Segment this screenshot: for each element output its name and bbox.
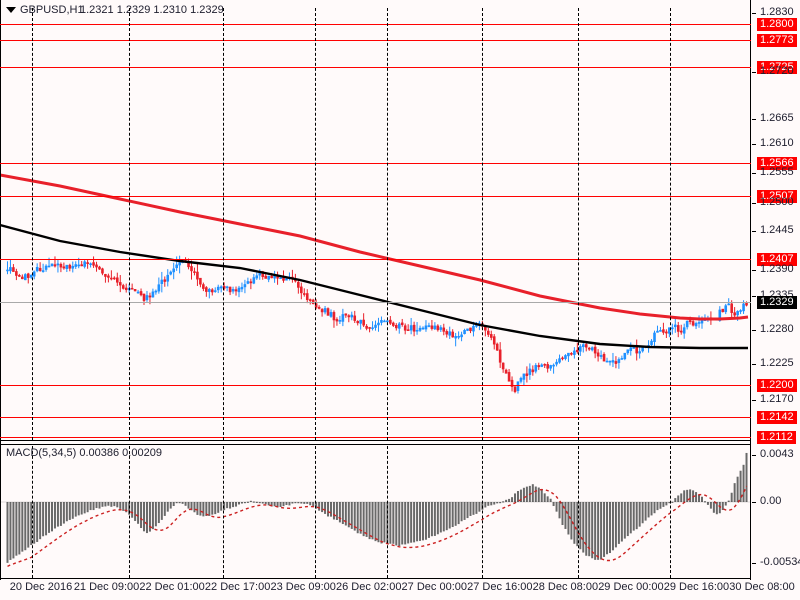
macd-signal-line <box>7 485 748 568</box>
price-tick <box>752 400 756 401</box>
price-tick <box>752 203 756 204</box>
gridline-vertical <box>32 446 33 578</box>
gridline-vertical <box>315 8 316 440</box>
level-line <box>0 163 751 164</box>
level-line <box>0 385 751 386</box>
level-price-label: 1.2566 <box>757 157 797 170</box>
gridline-vertical <box>670 8 671 440</box>
time-axis-tick-label: 23 Dec 09:00 <box>270 581 336 593</box>
time-axis-border <box>0 578 751 579</box>
macd-axis-tick-label: 0.00 <box>760 495 782 507</box>
price-tick <box>752 364 756 365</box>
macd-tick <box>752 502 756 503</box>
macd-histogram <box>6 452 748 563</box>
price-axis-tick-label: 1.2445 <box>760 224 794 236</box>
gridline-vertical <box>578 446 579 578</box>
gridline-vertical <box>578 8 579 440</box>
level-price-label: 1.2773 <box>757 34 797 47</box>
ma-slow-line <box>0 223 748 350</box>
level-price-label: 1.2725 <box>757 61 797 74</box>
price-axis-tick-label: 1.2830 <box>760 6 794 18</box>
level-line <box>0 67 751 68</box>
time-axis-tick-label: 21 Dec 09:00 <box>73 581 140 593</box>
ma-fast-line <box>0 173 749 321</box>
macd-axis-tick-label: -0.00534 <box>760 556 800 568</box>
level-line <box>0 437 751 438</box>
gridline-vertical <box>482 8 483 440</box>
price-axis-tick-label: 1.2555 <box>760 166 794 178</box>
time-axis-tick-label: 30 Dec 08:00 <box>729 581 795 593</box>
price-axis-tick-label: 1.2335 <box>760 289 794 301</box>
time-axis-tick-label: 27 Dec 16:00 <box>467 581 533 593</box>
price-axis-border <box>750 0 751 580</box>
gridline-vertical <box>223 446 224 578</box>
price-tick <box>752 231 756 232</box>
price-axis-tick-label: 1.2390 <box>760 263 794 275</box>
level-line <box>0 196 751 197</box>
gridline-vertical <box>670 446 671 578</box>
price-tick <box>752 119 756 120</box>
level-price-label: 1.2407 <box>757 253 797 266</box>
price-axis-tick-label: 1.2500 <box>760 196 794 208</box>
price-axis-tick-label: 1.2280 <box>760 323 794 335</box>
ohlc-values: 1.2321 1.2329 1.2310 1.2329 <box>80 4 224 16</box>
time-axis-tick-label: 28 Dec 08:00 <box>532 581 599 593</box>
time-axis-tick-label: 27 Dec 00:00 <box>401 581 467 593</box>
price-tick <box>752 270 756 271</box>
price-tick <box>752 13 756 14</box>
macd-tick <box>752 563 756 564</box>
gridline-vertical <box>482 446 483 578</box>
level-price-label: 1.2800 <box>757 18 797 31</box>
macd-indicator-label: MACD(5,34,5) 0.00386 0.00209 <box>6 447 162 459</box>
pane-separator-bottom <box>0 444 751 445</box>
price-tick <box>752 144 756 145</box>
time-axis-tick-label: 29 Dec 00:00 <box>598 581 664 593</box>
pane-separator-top <box>0 440 751 441</box>
current-price-line <box>0 302 751 303</box>
price-tick <box>752 330 756 331</box>
symbol-timeframe-label: GBPUSD,H1 <box>20 4 84 16</box>
price-axis-tick-label: 1.2170 <box>760 393 794 405</box>
time-axis-tick-label: 22 Dec 17:00 <box>204 581 271 593</box>
gridline-vertical <box>315 446 316 578</box>
macd-tick <box>752 455 756 456</box>
level-line <box>0 259 751 260</box>
price-axis-tick-label: 1.2225 <box>760 357 794 369</box>
level-line <box>0 40 751 41</box>
level-price-label: 1.2200 <box>757 379 797 392</box>
time-axis-tick-label: 26 Dec 02:00 <box>336 581 402 593</box>
macd-axis-tick-label: 0.0043 <box>760 448 794 460</box>
price-tick <box>752 296 756 297</box>
left-border <box>0 0 1 580</box>
triangle-down-icon[interactable] <box>6 7 16 13</box>
price-tick <box>752 72 756 73</box>
price-axis-tick-label: 1.2720 <box>760 65 794 77</box>
time-axis-tick-label: 22 Dec 01:00 <box>139 581 205 593</box>
price-axis-tick-label: 1.2665 <box>760 112 794 124</box>
price-tick <box>752 173 756 174</box>
level-line <box>0 24 751 25</box>
gridline-vertical <box>387 8 388 440</box>
level-price-label: 1.2142 <box>757 411 797 424</box>
time-axis-tick-label: 20 Dec 2016 <box>9 581 73 593</box>
gridline-vertical <box>32 8 33 440</box>
gridline-vertical <box>129 446 130 578</box>
time-axis-tick-label: 29 Dec 16:00 <box>663 581 730 593</box>
gridline-vertical <box>223 8 224 440</box>
level-price-label: 1.2112 <box>757 431 796 444</box>
level-price-label: 1.2507 <box>757 190 797 203</box>
gridline-vertical <box>129 8 130 440</box>
candlestick-series <box>6 255 748 394</box>
price-axis-tick-label: 1.2610 <box>760 137 794 149</box>
current-price-label: 1.2329 <box>757 296 797 309</box>
level-line <box>0 417 751 418</box>
gridline-vertical <box>387 446 388 578</box>
